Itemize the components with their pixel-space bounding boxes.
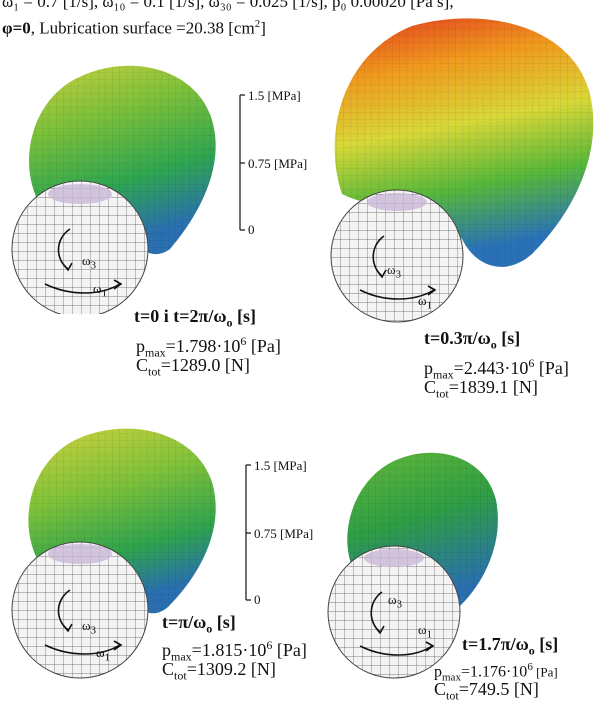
scale-bar-1: [239, 94, 245, 231]
pressure-lobe-3: [28, 428, 216, 614]
omega3-label-4: ω3: [388, 592, 402, 611]
scale-mid-label-1: 0.75 [MPa]: [248, 156, 308, 171]
bearing-sphere-3: [11, 541, 149, 679]
panel-2-ctot: Ctot=1839.1 [N]: [424, 377, 538, 401]
panel-3-pmax: pmax=1.815·106 [Pa]: [162, 638, 307, 664]
header-line-1: ω₁ = 0.7 [1/s], ω₁₀ = 0.1 [1/s], ω₃₀ = 0…: [2, 0, 454, 11]
panel-2-time: t=0.3π/ωo [s]: [424, 328, 521, 352]
omega3-label-1: ω3: [82, 253, 96, 272]
rotation-arrows-4: [359, 591, 435, 656]
omega1-label-1: ω1: [93, 281, 107, 300]
panel-4-time: t=1.7π/ωo [s]: [462, 634, 559, 658]
panel-4-pmax: pmax=1.176·106 [Pa]: [434, 661, 558, 684]
pressure-plot-1: [11, 65, 216, 314]
pressure-plot-3: [11, 428, 216, 679]
panel-1-ctot: Ctot=1289.0 [N]: [136, 355, 250, 379]
header-line-2: φ=0, Lubrication surface =20.38 [cm2]: [2, 18, 266, 38]
rotation-arrows-2: [359, 235, 437, 300]
omega3-label-2: ω3: [387, 262, 401, 281]
phi-label: φ=0: [2, 18, 31, 38]
panel-3-time: t=π/ωo [s]: [162, 612, 236, 636]
bearing-sphere-2: [330, 189, 464, 323]
omega1-label-2: ω1: [418, 293, 432, 312]
panel-1-pmax: pmax=1.798·106 [Pa]: [136, 334, 281, 360]
panel-4-ctot: Ctot=749.5 [N]: [434, 679, 539, 703]
pressure-plot-2: [330, 18, 594, 323]
bearing-sphere-4: [327, 545, 461, 679]
rotation-arrows-3: [44, 589, 123, 655]
scale-mid-label-2: 0.75 [MPa]: [254, 526, 314, 541]
omega3-label-3: ω3: [82, 618, 96, 637]
scale-bar-2: [245, 464, 251, 601]
omega1-label-4: ω1: [418, 622, 432, 641]
panel-3-ctot: Ctot=1309.2 [N]: [162, 659, 276, 683]
pressure-plot-4: [327, 452, 498, 679]
scale-max-label-2: 1.5 [MPa]: [254, 458, 307, 473]
bearing-sphere-1: [11, 180, 149, 314]
omega1-label-3: ω1: [96, 645, 110, 664]
scale-max-label-1: 1.5 [MPa]: [248, 88, 301, 103]
scale-min-label-1: 0: [248, 222, 255, 237]
rotation-arrows-1: [44, 228, 123, 294]
panel-2-pmax: pmax=2.443·106 [Pa]: [424, 356, 569, 382]
scale-min-label-2: 0: [254, 592, 261, 607]
panel-1-time: t=0 i t=2π/ωo [s]: [134, 306, 257, 330]
